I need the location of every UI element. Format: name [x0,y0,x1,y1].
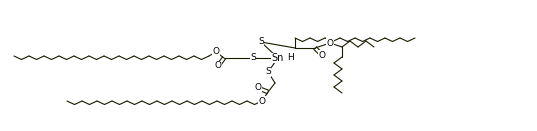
Text: S: S [258,37,264,47]
Text: O: O [255,83,262,92]
Text: Sn: Sn [272,53,284,63]
Text: O: O [258,97,265,105]
Text: O: O [213,48,220,56]
Text: H: H [287,53,293,62]
Text: O: O [318,50,325,59]
Text: S: S [250,53,256,62]
Text: S: S [265,67,271,77]
Text: O: O [214,61,221,70]
Text: O: O [326,39,333,48]
